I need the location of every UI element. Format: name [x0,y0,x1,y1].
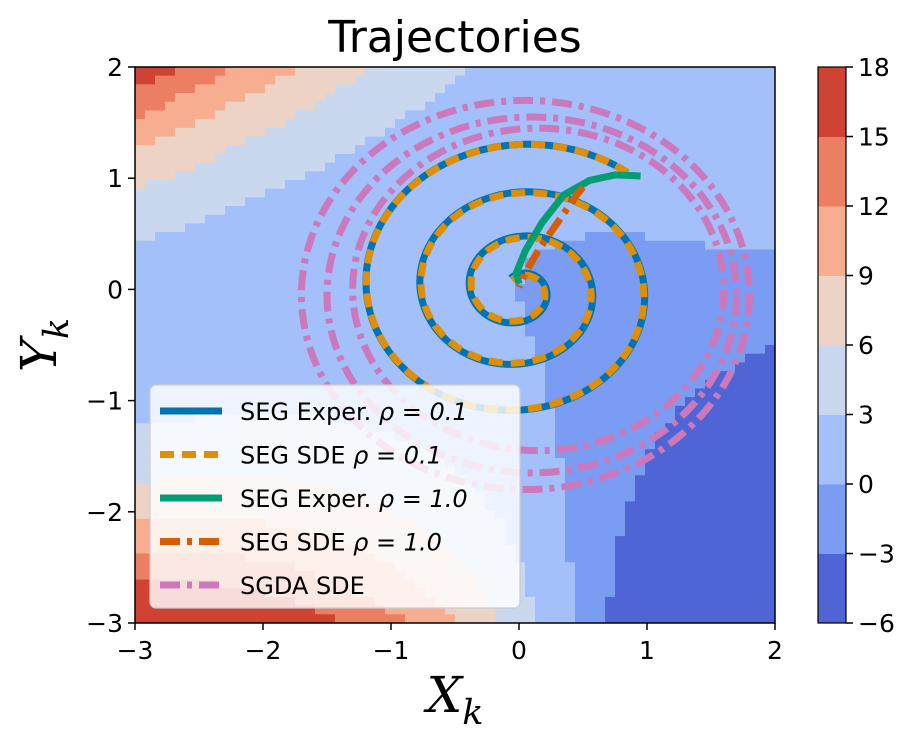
colorbar-tick-label: 9 [858,262,874,291]
colorbar-band [818,553,846,624]
colorbar-band [818,345,846,415]
y-axis-ticks: −3 −2 −1 0 1 2 [86,53,135,638]
legend-label: SEG Exper. ρ = 0.1 [240,398,468,426]
colorbar-tick-label: 3 [858,401,874,430]
series-2-line [512,171,641,285]
colorbar-tick-label: 12 [858,192,890,221]
chart-title: Trajectories [327,12,581,63]
colorbar-tick-label: 6 [858,331,874,360]
legend-box [149,384,521,609]
y-tick-label: −3 [86,609,123,638]
x-axis-ticks: −3 −2 −1 0 1 2 [117,623,783,665]
colorbar: −6 −3 0 3 6 9 12 15 18 [817,53,895,638]
x-tick-label: −2 [245,636,282,665]
legend-label: SEG Exper. ρ = 1.0 [240,485,468,513]
colorbar-band [818,206,846,276]
sgda-ring-2 [349,124,728,455]
y-tick-label: −2 [86,498,123,527]
plot-frame [134,66,776,624]
y-tick-label: −1 [86,387,123,416]
series-3-path [515,184,586,289]
y-tick-label: 2 [107,53,123,82]
x-tick-label: −3 [117,636,154,665]
x-tick-label: −1 [373,636,410,665]
colorbar-tick-label: −3 [858,540,895,569]
sgda-ring-0 [297,96,753,494]
colorbar-tick-label: 18 [858,53,890,82]
legend-label: SEG SDE ρ = 0.1 [240,442,442,470]
colorbar-tick-label: 15 [858,123,890,152]
legend-label: SGDA SDE [240,572,365,600]
colorbar-band [818,484,846,554]
colorbar-band [818,275,846,346]
y-tick-label: 0 [107,275,123,304]
series-3-line [515,184,586,289]
legend-label: SEG SDE ρ = 1.0 [240,529,442,557]
x-axis-label: Xk [423,666,484,733]
series-2-path [512,171,641,285]
sgda-ring-1 [323,113,741,477]
x-tick-label: 0 [511,636,527,665]
x-tick-label: 1 [639,636,655,665]
colorbar-band [818,414,846,485]
legend: SEG Exper. ρ = 0.1 SEG SDE ρ = 0.1 SEG Exp… [149,384,521,609]
colorbar-band [818,136,846,207]
colorbar-band [818,67,846,137]
x-tick-label: 2 [767,636,783,665]
colorbar-tick-label: −6 [858,609,895,638]
colorbar-tick-label: 0 [858,470,874,499]
series-4-line [297,96,753,494]
y-tick-label: 1 [107,164,123,193]
y-axis-label: Yk [10,318,77,372]
